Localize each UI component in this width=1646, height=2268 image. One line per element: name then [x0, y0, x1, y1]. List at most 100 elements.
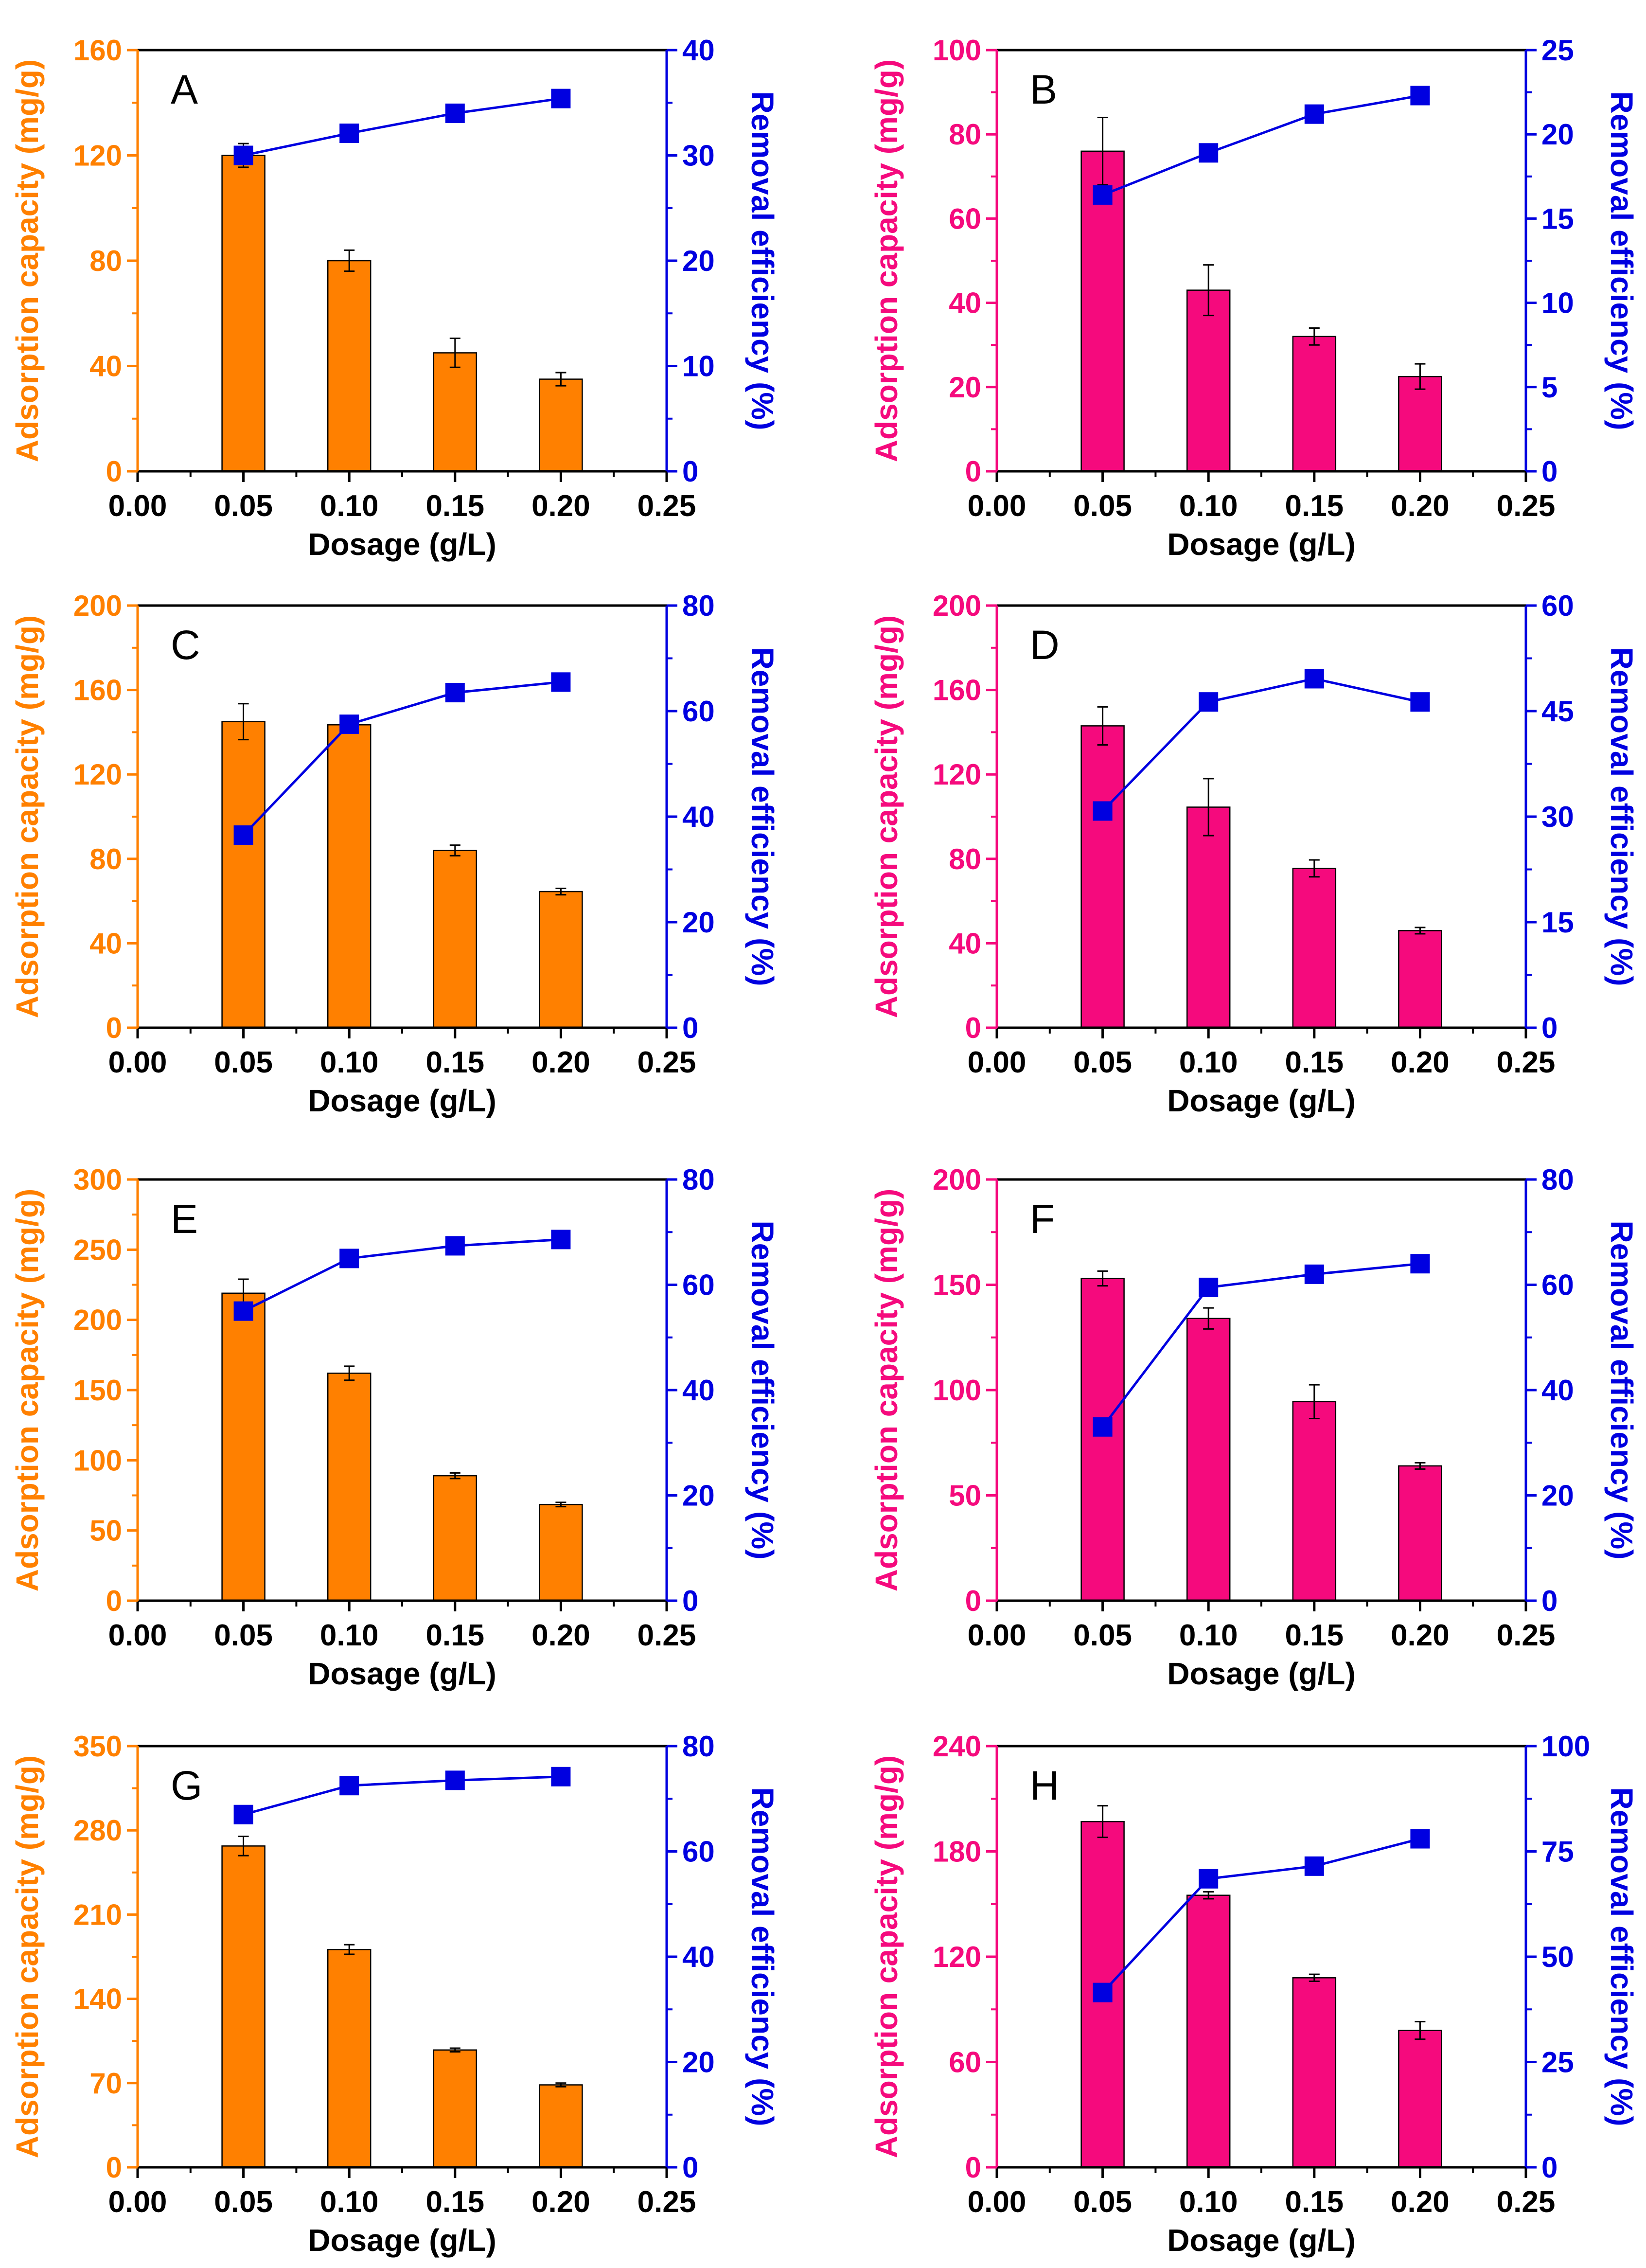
y-tick-label: 0 — [965, 2151, 981, 2184]
x-tick-label: 0.20 — [1391, 1046, 1450, 1079]
y-right-axis-title: Removal efficiency (%) — [1604, 1220, 1639, 1559]
bar — [1080, 1278, 1125, 1602]
y2-tick-label: 5 — [1541, 371, 1558, 404]
y2-tick-label: 80 — [682, 1163, 715, 1196]
y2-tick-label: 20 — [682, 2046, 715, 2079]
y2-tick-label: 75 — [1541, 1836, 1574, 1868]
bar — [1398, 1465, 1442, 1602]
bar — [1080, 725, 1125, 1029]
y2-tick-label: 20 — [1541, 1480, 1574, 1512]
efficiency-point — [233, 1804, 253, 1824]
y-tick-label: 80 — [949, 843, 981, 875]
x-tick-label: 0.00 — [968, 489, 1027, 523]
efficiency-point — [1093, 801, 1113, 821]
efficiency-point — [1410, 86, 1430, 106]
y-tick-label: 120 — [933, 1941, 981, 1973]
efficiency-line — [1102, 94, 1420, 196]
efficiency-point — [551, 1230, 571, 1250]
x-tick-label: 0.00 — [108, 489, 167, 523]
bar — [1398, 375, 1442, 472]
efficiency-line — [1101, 677, 1420, 812]
y-tick-label: 100 — [73, 1444, 122, 1477]
y2-tick-label: 40 — [682, 34, 715, 67]
efficiency-point — [551, 1767, 571, 1786]
y-tick-label: 0 — [106, 2151, 122, 2184]
y2-tick-label: 40 — [682, 801, 715, 833]
x-tick-label: 0.25 — [1497, 1619, 1556, 1652]
x-tick-label: 0.20 — [531, 489, 590, 523]
y2-tick-label: 60 — [1541, 589, 1574, 622]
efficiency-point — [339, 714, 359, 734]
bar — [1292, 1977, 1337, 2168]
y-tick-label: 280 — [73, 1814, 122, 1847]
x-tick-label: 0.25 — [637, 1046, 696, 1079]
x-tick-label: 0.00 — [108, 2185, 167, 2219]
efficiency-point — [445, 103, 465, 123]
x-tick-label: 0.25 — [1497, 1046, 1556, 1079]
y-tick-label: 0 — [106, 1012, 122, 1044]
panel-label: A — [171, 67, 198, 112]
y-tick-label: 120 — [73, 140, 122, 172]
efficiency-point — [1304, 669, 1324, 689]
x-tick-label: 0.20 — [1391, 2185, 1450, 2219]
y-tick-label: 150 — [73, 1374, 122, 1407]
y-left-axis-title: Adsorption capacity (mg/g) — [10, 59, 45, 463]
x-axis-title: Dosage (g/L) — [308, 1656, 496, 1691]
efficiency-point — [445, 1236, 465, 1256]
efficiency-line — [1101, 1262, 1420, 1428]
x-tick-label: 0.15 — [425, 489, 484, 523]
x-tick-label: 0.05 — [1073, 1619, 1132, 1652]
efficiency-point — [1410, 1829, 1430, 1849]
y-tick-label: 40 — [949, 287, 981, 320]
x-tick-label: 0.10 — [320, 489, 379, 523]
efficiency-point — [1093, 1417, 1113, 1437]
y-tick-label: 0 — [965, 1012, 981, 1044]
y-tick-label: 80 — [89, 245, 122, 277]
bar — [327, 260, 372, 472]
panel-f: 0.00 0.05 0.10 0.15 0.20 0.250501001502000204… — [869, 1163, 1639, 1691]
y-tick-label: 20 — [949, 371, 981, 404]
bar — [1186, 1318, 1231, 1602]
x-axis-title: Dosage (g/L) — [1167, 527, 1356, 562]
efficiency-point — [551, 672, 571, 692]
x-tick-label: 0.05 — [214, 1619, 273, 1652]
y-tick-label: 100 — [933, 1374, 981, 1407]
x-tick-label: 0.15 — [1285, 1046, 1344, 1079]
y-right-axis-title: Removal efficiency (%) — [1604, 647, 1639, 986]
y-tick-label: 140 — [73, 1983, 122, 2016]
x-tick-label: 0.00 — [108, 1046, 167, 1079]
y-tick-label: 160 — [933, 674, 981, 707]
y-tick-label: 60 — [949, 202, 981, 235]
efficiency-line — [243, 97, 561, 157]
bar — [1292, 336, 1337, 472]
y-tick-label: 210 — [73, 1898, 122, 1931]
efficiency-point — [1304, 1264, 1324, 1284]
efficiency-point — [1410, 1254, 1430, 1274]
efficiency-point — [1304, 104, 1324, 124]
x-tick-label: 0.25 — [637, 2185, 696, 2219]
panel-e: 0.00 0.05 0.10 0.15 0.20 0.250501001502002503… — [10, 1163, 780, 1691]
y2-tick-label: 0 — [1541, 1585, 1558, 1617]
efficiency-point — [1093, 185, 1113, 205]
y-tick-label: 80 — [89, 843, 122, 875]
y-right-axis-title: Removal efficiency (%) — [1604, 1787, 1639, 2126]
y2-tick-label: 40 — [682, 1941, 715, 1973]
y2-tick-label: 0 — [682, 455, 698, 488]
x-tick-label: 0.05 — [1073, 2185, 1132, 2219]
bar — [327, 1948, 372, 2168]
efficiency-line — [243, 1238, 561, 1312]
x-tick-label: 0.05 — [214, 489, 273, 523]
panel-label: B — [1030, 67, 1057, 112]
x-tick-label: 0.20 — [1391, 489, 1450, 523]
efficiency-point — [445, 1770, 465, 1790]
efficiency-line — [1101, 1838, 1421, 1994]
y-left-axis-title: Adsorption capacity (mg/g) — [869, 59, 904, 463]
y-tick-label: 80 — [949, 118, 981, 151]
bar — [1186, 806, 1231, 1029]
y2-tick-label: 15 — [1541, 202, 1574, 235]
y2-tick-label: 0 — [682, 1012, 698, 1044]
y-tick-label: 50 — [89, 1515, 122, 1547]
bar — [539, 891, 583, 1029]
panel-label: E — [171, 1196, 198, 1242]
